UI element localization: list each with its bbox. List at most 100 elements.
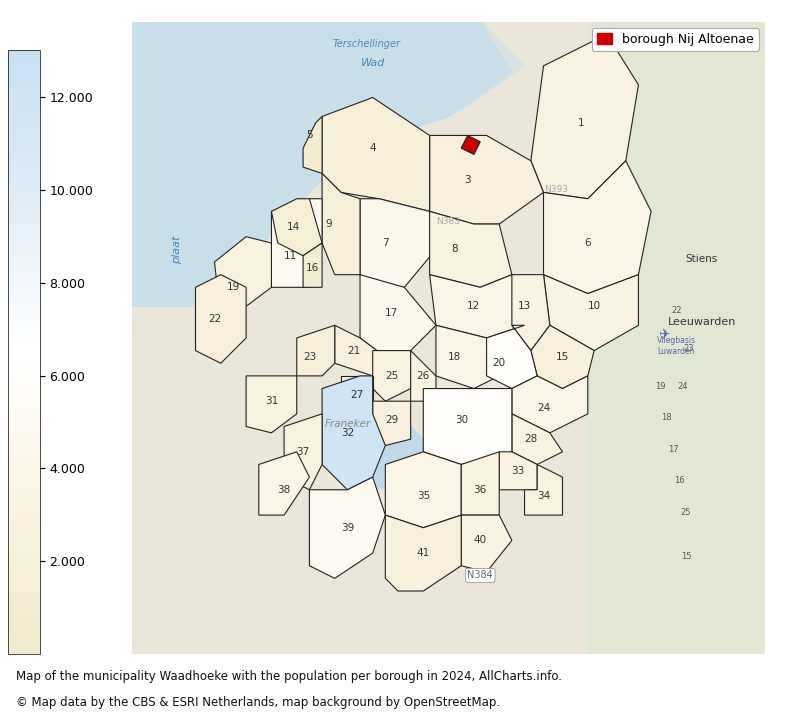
Text: 23: 23 bbox=[684, 344, 695, 352]
Polygon shape bbox=[372, 351, 410, 401]
Polygon shape bbox=[544, 275, 638, 351]
Polygon shape bbox=[385, 515, 461, 591]
Text: 16: 16 bbox=[306, 263, 319, 273]
Text: 19: 19 bbox=[655, 382, 666, 390]
Polygon shape bbox=[303, 243, 322, 288]
Text: N383: N383 bbox=[437, 217, 461, 226]
Text: 1: 1 bbox=[578, 118, 585, 128]
Text: 25: 25 bbox=[385, 371, 399, 381]
Text: 22: 22 bbox=[671, 306, 681, 315]
Text: 28: 28 bbox=[524, 434, 538, 444]
Text: 3: 3 bbox=[464, 175, 471, 185]
Text: ✈: ✈ bbox=[658, 327, 669, 341]
Polygon shape bbox=[410, 351, 436, 401]
Text: 34: 34 bbox=[537, 491, 550, 501]
Polygon shape bbox=[272, 198, 322, 288]
Text: Vliegbasis
Luwarden: Vliegbasis Luwarden bbox=[657, 336, 696, 356]
Polygon shape bbox=[284, 414, 322, 490]
Polygon shape bbox=[259, 452, 310, 515]
Text: Leeuwarden: Leeuwarden bbox=[668, 317, 736, 327]
Text: 23: 23 bbox=[303, 352, 316, 362]
Polygon shape bbox=[531, 35, 638, 198]
Text: 15: 15 bbox=[556, 352, 569, 362]
Text: 8: 8 bbox=[452, 244, 458, 255]
Polygon shape bbox=[461, 452, 499, 515]
Polygon shape bbox=[360, 198, 436, 293]
Text: 16: 16 bbox=[674, 477, 685, 485]
Polygon shape bbox=[195, 275, 246, 363]
Polygon shape bbox=[430, 211, 512, 288]
Text: 15: 15 bbox=[680, 552, 691, 562]
Text: Stiens: Stiens bbox=[685, 254, 718, 264]
Polygon shape bbox=[214, 237, 272, 319]
Polygon shape bbox=[544, 161, 651, 293]
Text: 29: 29 bbox=[385, 415, 399, 425]
Text: 19: 19 bbox=[227, 283, 240, 293]
Polygon shape bbox=[322, 376, 385, 490]
Polygon shape bbox=[499, 452, 538, 490]
Polygon shape bbox=[372, 401, 410, 446]
Text: 26: 26 bbox=[417, 371, 430, 381]
Text: 39: 39 bbox=[341, 523, 354, 533]
Text: 40: 40 bbox=[474, 536, 487, 546]
Text: 41: 41 bbox=[417, 548, 430, 558]
Polygon shape bbox=[297, 325, 335, 376]
Text: 35: 35 bbox=[417, 491, 430, 501]
Polygon shape bbox=[385, 452, 461, 528]
Polygon shape bbox=[512, 414, 562, 464]
Polygon shape bbox=[436, 325, 499, 388]
Text: 13: 13 bbox=[518, 301, 531, 311]
Polygon shape bbox=[133, 22, 512, 306]
Text: 4: 4 bbox=[369, 143, 376, 153]
Polygon shape bbox=[461, 135, 480, 155]
Text: 9: 9 bbox=[325, 219, 332, 229]
Text: Terschellinger: Terschellinger bbox=[333, 39, 400, 49]
Polygon shape bbox=[512, 376, 588, 433]
Text: 20: 20 bbox=[492, 358, 506, 368]
Text: 38: 38 bbox=[277, 485, 291, 495]
Text: 32: 32 bbox=[341, 428, 354, 438]
Text: 14: 14 bbox=[287, 222, 300, 232]
Polygon shape bbox=[310, 477, 385, 578]
Text: 17: 17 bbox=[385, 308, 399, 318]
Text: © Map data by the CBS & ESRI Netherlands, map background by OpenStreetMap.: © Map data by the CBS & ESRI Netherlands… bbox=[16, 696, 500, 710]
Text: 24: 24 bbox=[677, 382, 688, 390]
Text: 31: 31 bbox=[265, 396, 278, 406]
Text: 6: 6 bbox=[584, 238, 591, 248]
Polygon shape bbox=[531, 325, 594, 388]
Text: 22: 22 bbox=[208, 314, 221, 324]
Text: 7: 7 bbox=[382, 238, 388, 248]
Text: 27: 27 bbox=[350, 390, 364, 400]
Text: 18: 18 bbox=[661, 413, 673, 422]
Polygon shape bbox=[246, 376, 297, 433]
Polygon shape bbox=[303, 116, 322, 173]
Polygon shape bbox=[430, 135, 544, 224]
Text: N393: N393 bbox=[544, 186, 569, 194]
Text: Wad: Wad bbox=[360, 58, 385, 68]
Polygon shape bbox=[133, 22, 525, 306]
Polygon shape bbox=[487, 325, 538, 388]
Text: 25: 25 bbox=[680, 508, 691, 517]
Polygon shape bbox=[322, 173, 360, 275]
Polygon shape bbox=[272, 198, 322, 256]
Text: 5: 5 bbox=[306, 130, 313, 140]
Polygon shape bbox=[322, 98, 430, 211]
Text: 24: 24 bbox=[537, 403, 550, 413]
Text: 37: 37 bbox=[296, 446, 310, 457]
Polygon shape bbox=[335, 325, 385, 376]
Polygon shape bbox=[461, 515, 512, 572]
Text: N384: N384 bbox=[468, 570, 493, 580]
Polygon shape bbox=[322, 414, 423, 490]
Text: 10: 10 bbox=[588, 301, 601, 311]
Text: 33: 33 bbox=[511, 466, 525, 476]
Text: plaat: plaat bbox=[172, 236, 182, 264]
Polygon shape bbox=[423, 388, 512, 464]
Text: Map of the municipality Waadhoeke with the population per borough in 2024, AllCh: Map of the municipality Waadhoeke with t… bbox=[16, 670, 562, 684]
Polygon shape bbox=[525, 464, 562, 515]
Polygon shape bbox=[360, 275, 436, 357]
Text: 11: 11 bbox=[283, 251, 297, 261]
Text: 18: 18 bbox=[449, 352, 461, 362]
Legend: borough Nij Altoenae: borough Nij Altoenae bbox=[592, 28, 759, 51]
Text: Franeker: Franeker bbox=[324, 418, 371, 429]
Polygon shape bbox=[512, 275, 550, 351]
